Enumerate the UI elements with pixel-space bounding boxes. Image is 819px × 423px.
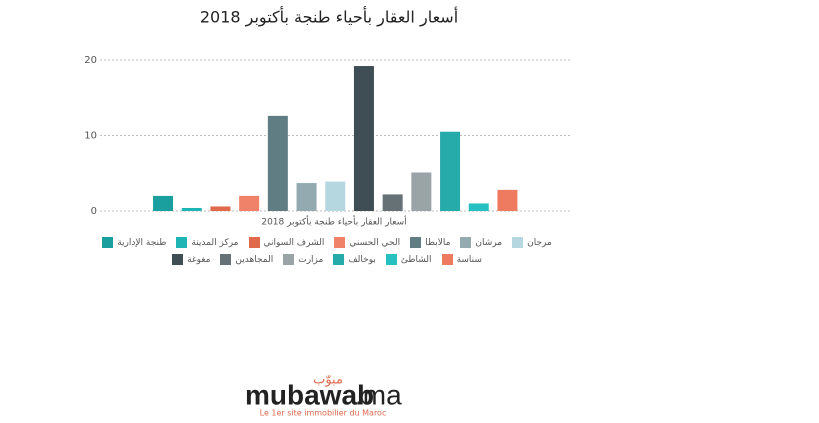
bar bbox=[210, 206, 231, 211]
legend-item: مالابطا bbox=[410, 236, 450, 249]
legend-swatch bbox=[102, 237, 114, 248]
legend-label: المجاهدين bbox=[235, 254, 274, 265]
x-axis-label: أسعار العقار بأحياء طنجة بأكتوبر 2018 bbox=[261, 215, 406, 228]
bar bbox=[353, 66, 374, 211]
legend-item: مزارت bbox=[283, 253, 323, 266]
legend-item: مغوغة bbox=[172, 253, 210, 266]
bar bbox=[497, 189, 518, 211]
legend-item: مركز المدينة bbox=[176, 236, 239, 249]
logo-tagline: Le 1er site immobilier du Maroc bbox=[260, 409, 387, 418]
chart-title: أسعار العقار بأحياء طنجة بأكتوبر 2018 bbox=[200, 6, 458, 28]
legend-label: مرشان bbox=[475, 237, 503, 248]
y-tick-label: 10 bbox=[84, 131, 97, 142]
bar bbox=[181, 207, 202, 211]
legend-swatch bbox=[248, 237, 260, 248]
legend-label: مالابطا bbox=[425, 237, 451, 248]
legend-swatch bbox=[283, 254, 295, 265]
legend-swatch bbox=[441, 254, 453, 265]
legend-item: المجاهدين bbox=[220, 253, 273, 266]
logo: مبوّب mubawab .ma Le 1er site immobilier… bbox=[245, 373, 402, 418]
legend-item: طنجة الإدارية bbox=[102, 236, 166, 249]
legend-label: سناسة bbox=[456, 254, 482, 265]
legend-label: مغوغة bbox=[187, 254, 211, 265]
bar bbox=[468, 203, 489, 211]
legend-label: مركز المدينة bbox=[191, 237, 239, 248]
legend-item: مرشان bbox=[460, 236, 502, 249]
y-tick-label: 20 bbox=[84, 55, 97, 66]
legend-swatch bbox=[176, 237, 188, 248]
legend-label: مزارت bbox=[298, 254, 324, 265]
legend-label: طنجة الإدارية bbox=[117, 237, 167, 248]
legend-label: بوخالف bbox=[348, 254, 376, 265]
bar bbox=[153, 195, 174, 211]
legend-item: بوخالف bbox=[333, 253, 376, 266]
bar bbox=[440, 131, 461, 211]
bar bbox=[267, 115, 288, 211]
legend-label: الحي الحسني bbox=[349, 237, 401, 248]
bar bbox=[382, 194, 403, 211]
legend-swatch bbox=[460, 237, 472, 248]
legend-swatch bbox=[512, 237, 524, 248]
bar bbox=[411, 172, 432, 211]
legend-swatch bbox=[333, 254, 345, 265]
legend: طنجة الإدارية مركز المدينة الشرف السواني ال… bbox=[92, 234, 562, 268]
logo-brand: mubawab bbox=[245, 379, 374, 410]
bar bbox=[239, 195, 260, 211]
legend-swatch bbox=[334, 237, 346, 248]
logo-arabic: مبوّب bbox=[313, 373, 343, 388]
legend-label: الشرف السواني bbox=[263, 237, 325, 248]
legend-item: مرجان bbox=[512, 236, 552, 249]
legend-label: مرجان bbox=[527, 237, 552, 248]
legend-item: الشرف السواني bbox=[248, 236, 325, 249]
legend-label: الشاطئ bbox=[400, 254, 432, 265]
legend-swatch bbox=[172, 254, 184, 265]
legend-item: سناسة bbox=[441, 253, 482, 266]
bar bbox=[296, 183, 317, 211]
y-tick-label: 0 bbox=[91, 206, 97, 217]
legend-swatch bbox=[385, 254, 397, 265]
legend-item: الحي الحسني bbox=[334, 236, 400, 249]
legend-item: الشاطئ bbox=[385, 253, 432, 266]
legend-swatch bbox=[410, 237, 422, 248]
bar bbox=[325, 181, 346, 211]
legend-swatch bbox=[220, 254, 232, 265]
logo-tld: .ma bbox=[355, 379, 402, 410]
